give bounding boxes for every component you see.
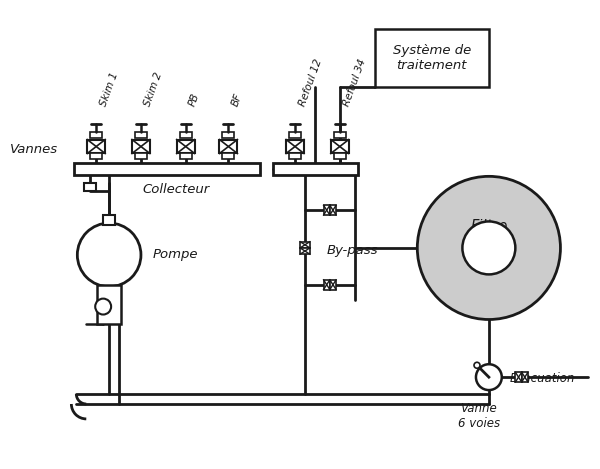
Text: Vannes: Vannes [10,143,58,156]
Bar [334,153,346,159]
Text: Pompe: Pompe [153,249,199,261]
Bar [334,132,346,137]
Bar [180,132,191,137]
Bar [90,153,102,159]
Bar [223,153,235,159]
Bar [135,132,147,137]
Bar [521,372,528,382]
Bar [330,205,336,215]
Bar [323,205,330,215]
Bar [323,280,330,289]
Bar [177,140,194,153]
Bar [300,242,310,248]
Text: Système de
traitement: Système de traitement [392,44,471,72]
Text: Collecteur: Collecteur [142,183,209,197]
Circle shape [95,299,111,315]
Circle shape [476,364,502,390]
Bar [135,153,147,159]
Bar [223,132,235,137]
Circle shape [463,221,515,274]
Text: Skim 2: Skim 2 [143,71,164,108]
Text: Vanne
6 voies: Vanne 6 voies [458,402,500,430]
Circle shape [474,362,480,368]
Bar [97,285,121,325]
Text: Refoul 12: Refoul 12 [297,58,323,108]
Bar [180,153,191,159]
Bar [286,140,304,153]
Bar [90,132,102,137]
Bar [273,163,358,175]
Text: Refoul 34: Refoul 34 [342,58,368,108]
Text: PB: PB [188,92,202,108]
Bar [103,215,115,225]
Bar [132,140,150,153]
Bar [300,248,310,254]
Bar [515,372,521,382]
Bar [331,140,349,153]
Bar [330,280,336,289]
Bar [374,29,489,87]
Circle shape [418,176,560,319]
Bar [220,140,238,153]
Text: Filtre: Filtre [470,219,508,234]
Bar [74,163,260,175]
Text: Skim 1: Skim 1 [98,71,120,108]
Circle shape [77,223,141,287]
Text: By-pass: By-pass [327,244,379,257]
Bar [289,132,301,137]
Text: BF: BF [230,92,244,108]
Bar [289,153,301,159]
Text: Evacuation: Evacuation [510,372,575,385]
Bar [84,183,96,191]
Bar [87,140,105,153]
